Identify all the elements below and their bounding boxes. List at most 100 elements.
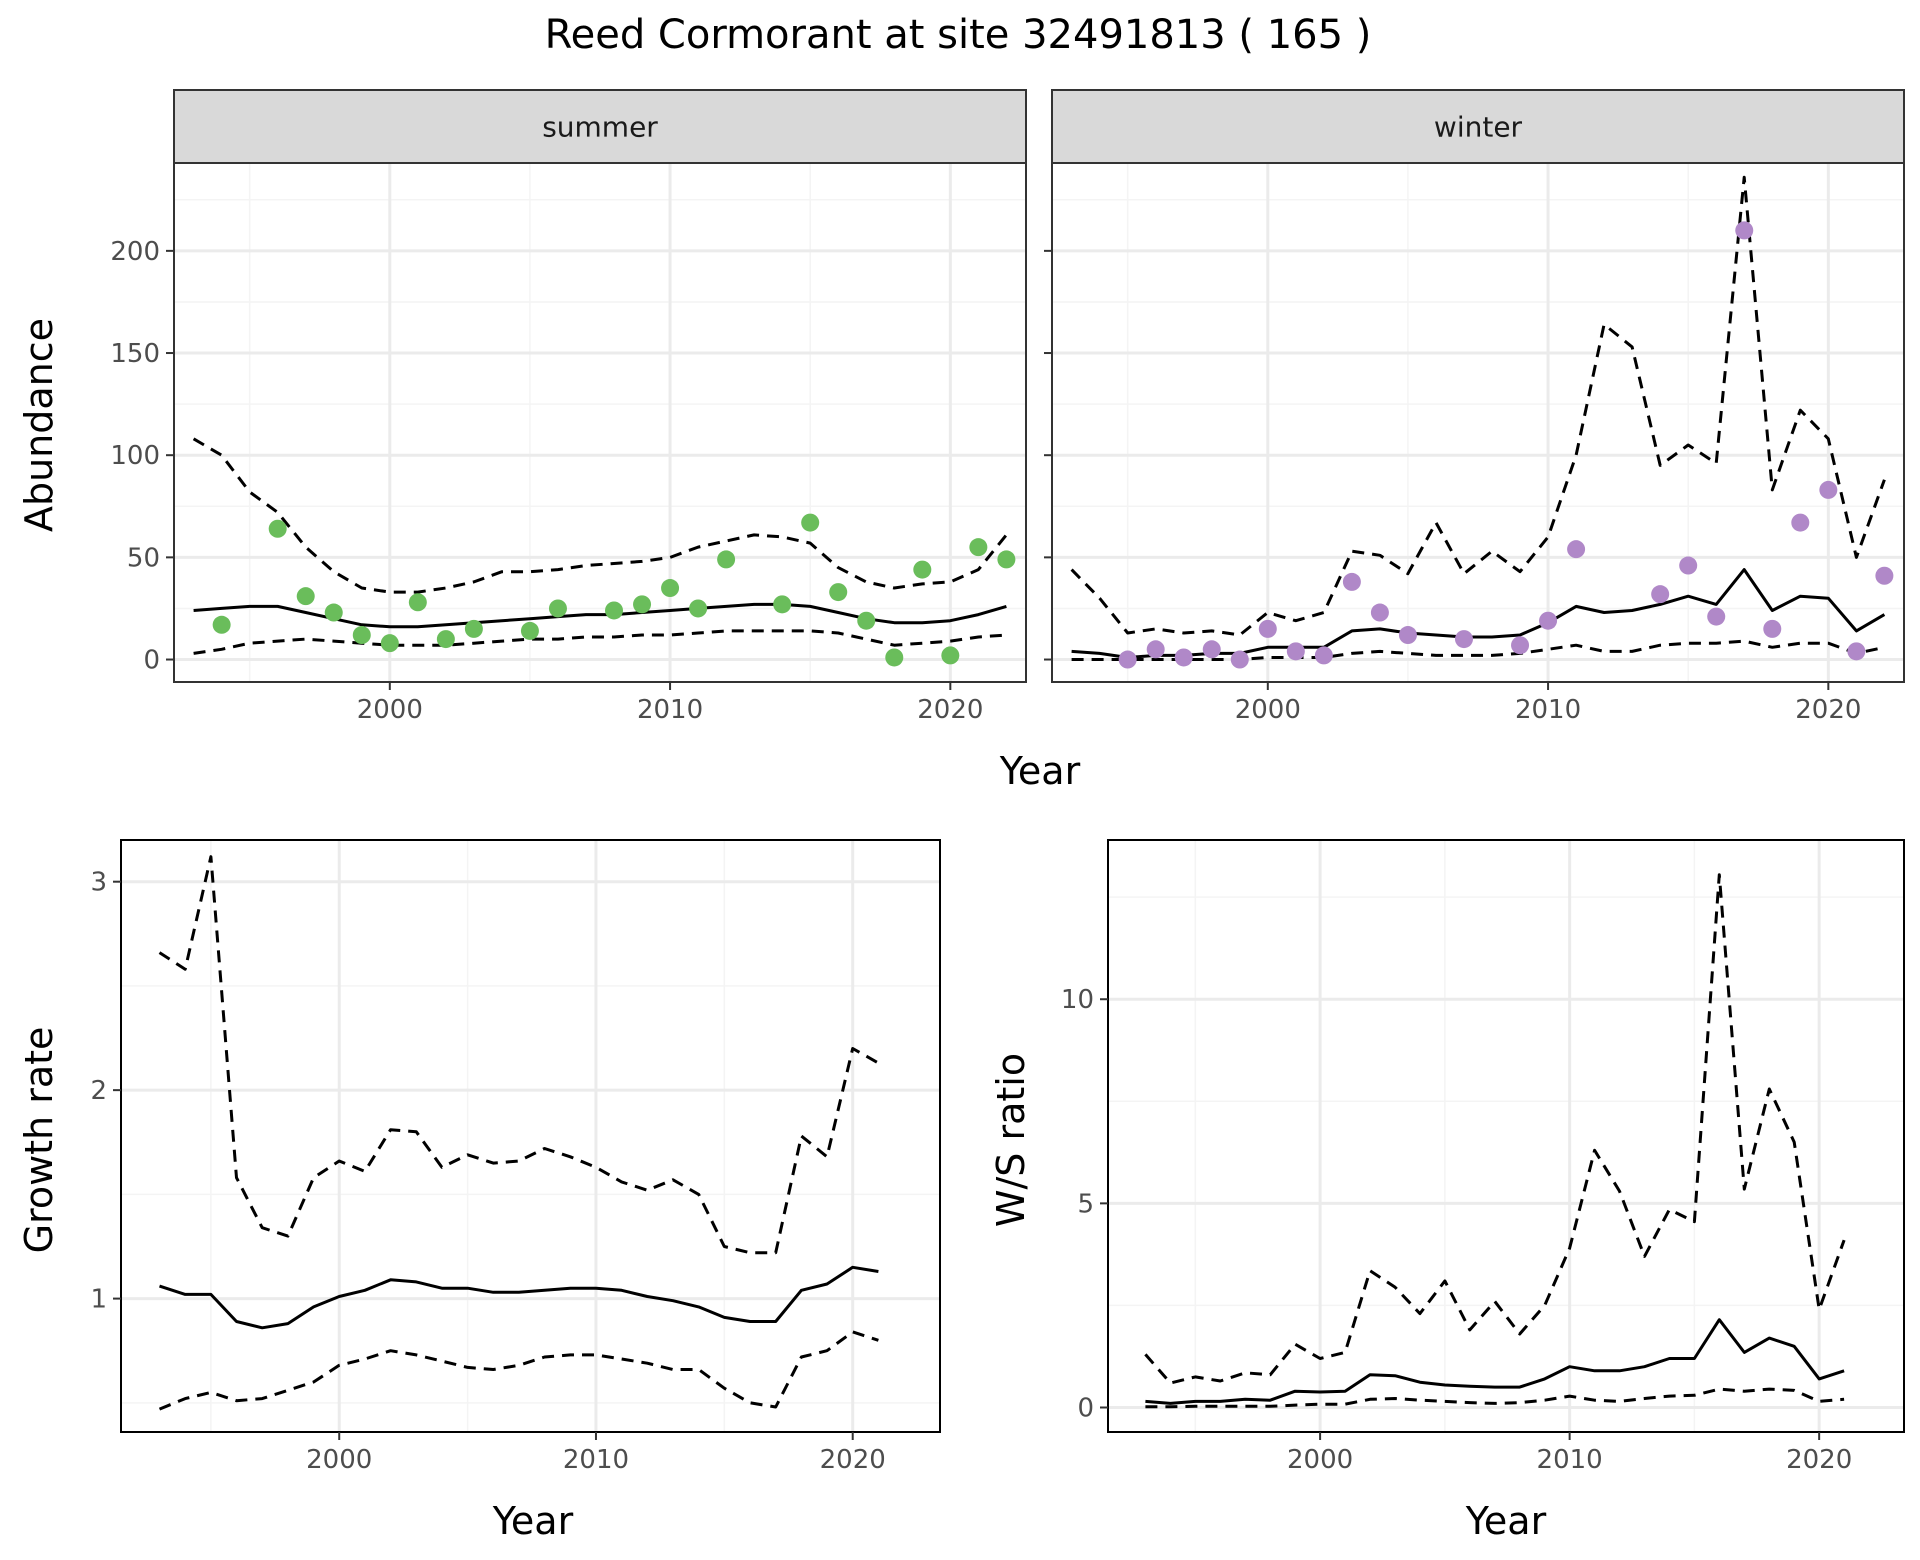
data-point [605, 601, 624, 620]
facet-strip-label: winter [1434, 111, 1523, 144]
data-point [1819, 480, 1838, 499]
data-point [212, 615, 231, 634]
data-point [1370, 603, 1389, 622]
y-tick-label: 150 [110, 339, 160, 369]
plot-background [1052, 163, 1904, 682]
growth-x-axis-label: Year [492, 1499, 574, 1543]
data-point [352, 626, 371, 645]
data-point [885, 648, 904, 667]
y-tick-label: 5 [1077, 1189, 1094, 1219]
data-point [436, 630, 455, 649]
data-point [1707, 607, 1726, 626]
data-point [408, 593, 427, 612]
confidence-bound-line [1070, 175, 1886, 637]
data-point [717, 550, 736, 569]
data-point [1735, 221, 1754, 240]
y-tick-label: 10 [1061, 985, 1094, 1015]
data-point [1511, 636, 1530, 655]
ratio-x-axis-label: Year [1465, 1499, 1547, 1543]
x-tick-label: 2020 [1795, 695, 1861, 725]
confidence-bound-line [193, 629, 1007, 655]
x-tick-label: 2000 [357, 695, 423, 725]
y-tick-label: 0 [143, 646, 160, 676]
data-point [1791, 513, 1810, 532]
facet-strip [1051, 89, 1905, 164]
data-point [1679, 556, 1698, 575]
data-point [997, 550, 1016, 569]
figure-title: Reed Cormorant at site 32491813 ( 165 ) [545, 12, 1372, 58]
x-tick-label: 2020 [1786, 1445, 1852, 1475]
panel-border [1107, 839, 1905, 1433]
facet-strip [173, 89, 1027, 164]
x-tick-label: 2020 [820, 1445, 886, 1475]
data-point [801, 513, 820, 532]
y-tick-label: 200 [110, 237, 160, 267]
data-point [268, 519, 287, 538]
data-point [296, 587, 315, 606]
data-point [520, 621, 539, 640]
data-point [661, 579, 680, 598]
x-tick-label: 2010 [637, 695, 703, 725]
growth-y-axis-label: Growth rate [17, 1027, 61, 1254]
x-tick-label: 2010 [1515, 695, 1581, 725]
plot-background [1108, 840, 1904, 1432]
estimate-line [159, 1265, 879, 1330]
x-tick-label: 2010 [563, 1445, 629, 1475]
data-point [829, 583, 848, 602]
data-point [689, 599, 708, 618]
x-tick-label: 2000 [306, 1445, 372, 1475]
data-point [1258, 619, 1277, 638]
data-point [969, 538, 988, 557]
confidence-bound-line [192, 437, 1008, 594]
data-point [380, 634, 399, 653]
y-tick-label: 3 [90, 868, 107, 898]
panel-border [120, 839, 941, 1433]
abundance-x-axis-label: Year [999, 749, 1081, 793]
data-point [464, 619, 483, 638]
growth-rate-panel: 2000 2010 2020 1 2 3 [90, 839, 941, 1475]
data-point [773, 595, 792, 614]
data-point [1174, 648, 1193, 667]
confidence-bound-line [1145, 1387, 1845, 1409]
confidence-bound-line [1144, 873, 1846, 1385]
data-point [1763, 619, 1782, 638]
data-point [1539, 611, 1558, 630]
ratio-y-axis-label: W/S ratio [989, 1053, 1033, 1227]
data-point [1454, 630, 1473, 649]
abundance-y-axis-label: Abundance [17, 318, 61, 532]
data-point [857, 611, 876, 630]
x-tick-label: 2000 [1235, 695, 1301, 725]
data-point [941, 646, 960, 665]
ws-ratio-panel: 2000 2010 2020 0 5 10 [1061, 839, 1905, 1475]
data-point [1314, 646, 1333, 665]
estimate-line [1145, 1318, 1845, 1405]
data-point [1230, 650, 1249, 669]
y-tick-label: 1 [90, 1285, 107, 1315]
data-point [1847, 642, 1866, 661]
winter-abundance-panel: winter 2000 2010 2020 [1044, 89, 1905, 725]
data-point [548, 599, 567, 618]
y-tick-label: 0 [1077, 1394, 1094, 1424]
data-point [1875, 566, 1894, 585]
data-point [1398, 626, 1417, 645]
confidence-bound-line [158, 1330, 879, 1411]
confidence-bound-line [1071, 639, 1885, 661]
y-tick-label: 2 [90, 1076, 107, 1106]
confidence-bound-line [158, 855, 880, 1255]
data-point [324, 603, 343, 622]
data-point [1651, 585, 1670, 604]
summer-abundance-panel: summer 2000 2010 2020 0 50 100 150 200 [110, 89, 1027, 725]
data-point [1146, 640, 1165, 659]
data-point [1202, 640, 1221, 659]
x-tick-label: 2010 [1537, 1445, 1603, 1475]
x-tick-label: 2020 [917, 695, 983, 725]
data-point [1118, 650, 1137, 669]
data-point [1567, 540, 1586, 559]
plot-background [121, 840, 940, 1432]
data-point [633, 595, 652, 614]
data-point [913, 560, 932, 579]
y-tick-label: 100 [110, 441, 160, 471]
x-tick-label: 2000 [1287, 1445, 1353, 1475]
facet-strip-label: summer [542, 111, 658, 144]
